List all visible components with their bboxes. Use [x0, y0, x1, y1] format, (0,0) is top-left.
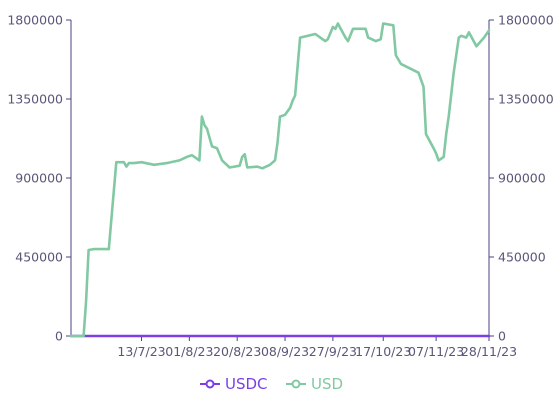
- y-tick-label-left: 1350000: [7, 92, 63, 107]
- legend-usdc-label: USDC: [225, 375, 268, 393]
- x-tick-label: 20/8/23: [213, 344, 261, 359]
- chart-axes: [70, 20, 490, 337]
- x-tick-label: 08/9/23: [261, 344, 309, 359]
- chart-legend: USDC USD: [200, 375, 343, 393]
- x-ticks: 13/7/23 01/8/23 20/8/23 08/9/23 27/9/2317/10…: [117, 336, 517, 359]
- y-tick-label-left: 1800000: [7, 13, 63, 28]
- x-tick-label: 27/9/23: [309, 344, 357, 359]
- y-tick-label-left: 0: [55, 329, 63, 344]
- legend-usd-marker: [291, 379, 301, 389]
- x-tick-label: 07/11/23: [408, 344, 464, 359]
- y-tick-label-left: 900000: [15, 171, 63, 186]
- y-tick-label-right: 450000: [498, 250, 546, 265]
- y-tick-label-right: 900000: [498, 171, 546, 186]
- y-tick-label-right: 1800000: [498, 13, 554, 28]
- y-ticks-left: 0 450000 900000 1350000 1800000: [7, 13, 71, 344]
- x-tick-label: 28/11/23: [461, 344, 517, 359]
- x-tick-label: 17/10/23: [355, 344, 411, 359]
- x-tick-label: 01/8/23: [165, 344, 213, 359]
- legend-usdc-marker: [205, 379, 215, 389]
- x-tick-label: 13/7/23: [117, 344, 165, 359]
- y-tick-label-left: 450000: [15, 250, 63, 265]
- legend-item-usd[interactable]: USD: [286, 375, 343, 393]
- series-lines: [69, 22, 491, 338]
- y-tick-label-right: 0: [498, 329, 506, 344]
- y-ticks-right: 0 450000 900000 1350000 1800000: [489, 13, 554, 344]
- series-line-usd: [69, 22, 491, 338]
- y-tick-label-right: 1350000: [498, 92, 554, 107]
- legend-usd-label: USD: [311, 375, 343, 393]
- legend-item-usdc[interactable]: USDC: [200, 375, 268, 393]
